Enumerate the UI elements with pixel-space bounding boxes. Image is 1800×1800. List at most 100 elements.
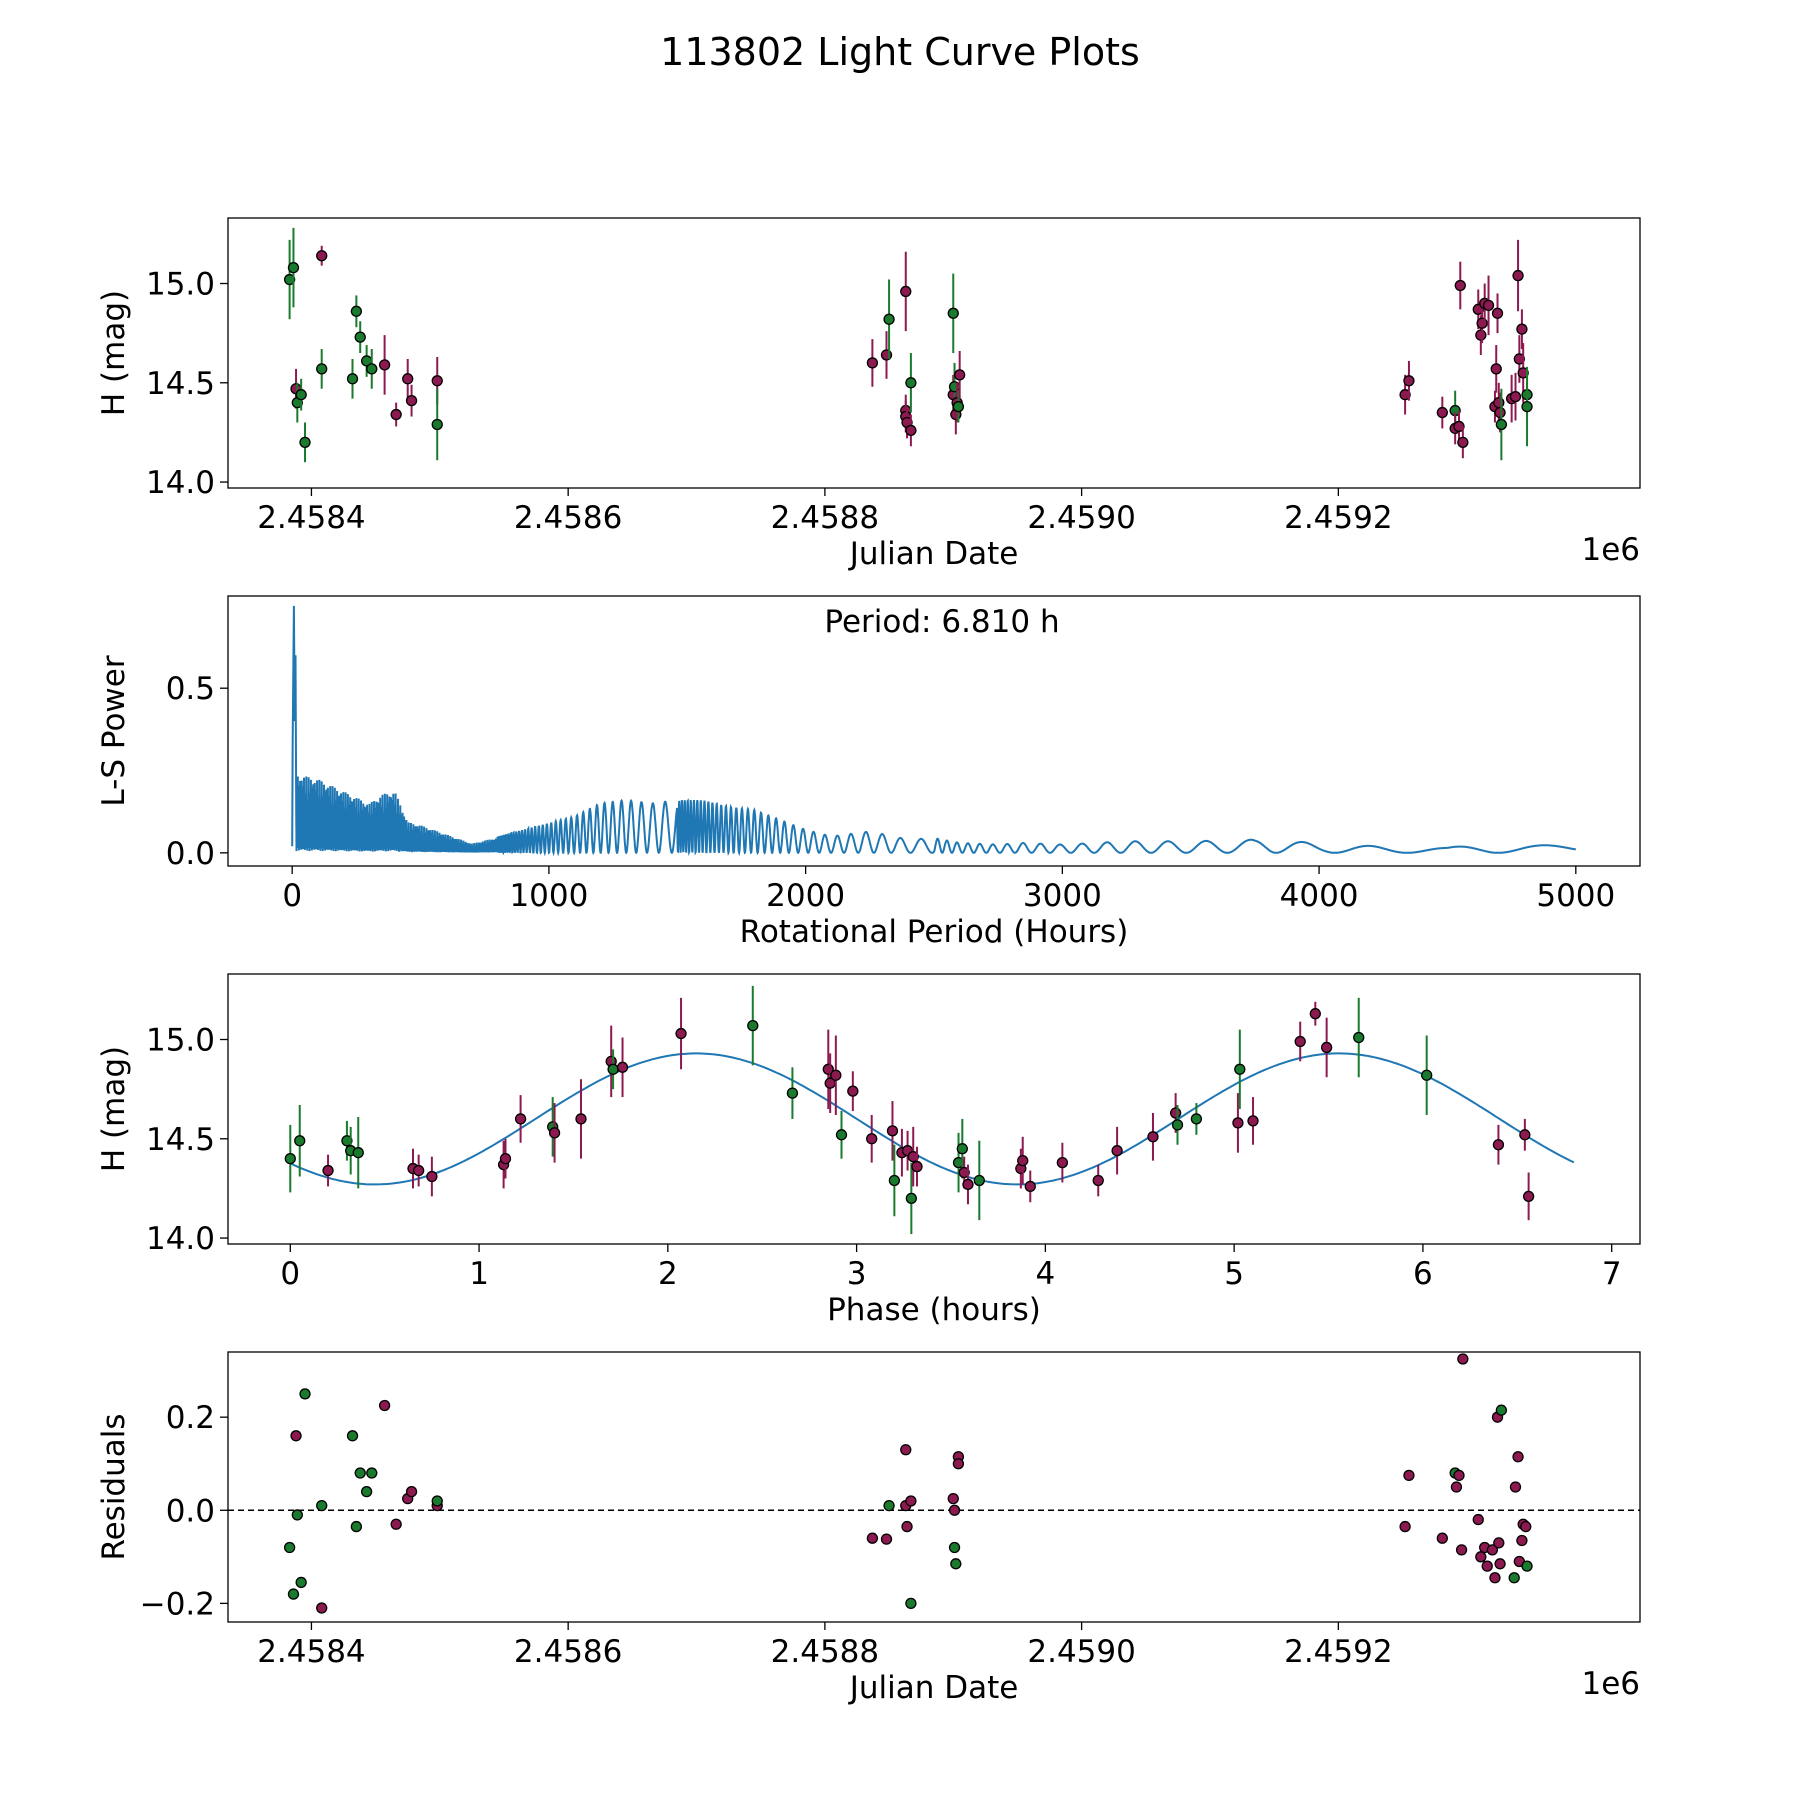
lightcurve-point xyxy=(366,363,378,375)
lightcurve-point xyxy=(1454,279,1466,292)
phased-point xyxy=(284,1152,296,1165)
lightcurve-point xyxy=(1491,307,1504,319)
residuals-point xyxy=(283,1541,296,1554)
lightcurve-point xyxy=(1512,269,1524,282)
residuals-point xyxy=(947,1492,959,1505)
lightcurve-x-offset: 1e6 xyxy=(1581,532,1640,568)
phased-point xyxy=(1232,1117,1244,1129)
residuals-point xyxy=(880,1533,893,1545)
phased-point xyxy=(575,1113,587,1125)
lightcurve-point xyxy=(1457,436,1469,448)
periodogram-line xyxy=(291,605,1577,857)
residuals-point xyxy=(1399,1520,1411,1533)
residuals-point xyxy=(295,1576,307,1589)
phased-panel: 0 1 2 3 4 5 6 7 14.0 14.5 15.0 Phase (hours) H (ma… xyxy=(96,973,1641,1328)
lightcurve-point xyxy=(900,285,912,298)
periodogram-ytick-label: 0.0 xyxy=(166,836,215,872)
lightcurve-point xyxy=(350,305,363,317)
lightcurve-point xyxy=(431,375,443,387)
residuals-point xyxy=(299,1388,311,1400)
phased-point xyxy=(1147,1131,1159,1143)
phased-point xyxy=(786,1087,799,1099)
residuals-point xyxy=(948,1504,961,1516)
lightcurve-panel: 2.4584 2.4586 2.4588 2.4590 2.4592 14.0 14.5 15… xyxy=(96,217,1641,572)
phased-xtick-label: 3 xyxy=(847,1256,867,1292)
lightcurve-point xyxy=(954,369,966,381)
lightcurve-point xyxy=(905,377,917,389)
lightcurve-point xyxy=(1521,400,1533,413)
residuals-xtick-label: 2.4592 xyxy=(1284,1634,1392,1670)
phased-point xyxy=(426,1170,438,1183)
lightcurve-point xyxy=(295,389,307,401)
residuals-x-offset: 1e6 xyxy=(1581,1666,1640,1702)
phased-point xyxy=(1421,1069,1433,1081)
lightcurve-point xyxy=(405,394,418,407)
lightcurve-xtick-label: 2.4590 xyxy=(1027,500,1135,536)
phased-xtick-label: 5 xyxy=(1224,1256,1244,1292)
residuals-points xyxy=(283,1353,1533,1614)
phased-point xyxy=(607,1063,619,1075)
figure-title: 113802 Light Curve Plots xyxy=(660,30,1140,74)
phased-xtick-label: 6 xyxy=(1413,1256,1433,1292)
phased-y-label: H (mag) xyxy=(96,1046,132,1172)
residuals-point xyxy=(901,1520,913,1533)
lightcurve-point xyxy=(1482,299,1495,312)
phased-point xyxy=(1169,1107,1182,1119)
lightcurve-point xyxy=(390,408,402,421)
lightcurve-point xyxy=(283,273,296,286)
phased-point xyxy=(1247,1115,1259,1127)
residuals-x-label: Julian Date xyxy=(848,1670,1019,1706)
lightcurve-frame xyxy=(227,217,1641,489)
residuals-point xyxy=(346,1430,359,1442)
lightcurve-point xyxy=(905,424,917,437)
lightcurve-point xyxy=(1495,418,1508,431)
phased-point xyxy=(866,1133,878,1145)
periodogram-xtick-label: 1000 xyxy=(509,878,588,914)
phased-point xyxy=(294,1135,306,1147)
residuals-point xyxy=(405,1486,418,1498)
phased-point xyxy=(1309,1008,1321,1020)
phased-point xyxy=(1190,1113,1203,1125)
periodogram-frame xyxy=(227,595,1641,867)
residuals-point xyxy=(1509,1481,1522,1493)
residuals-point xyxy=(291,1509,303,1521)
lightcurve-point xyxy=(947,307,959,319)
phased-xtick-label: 2 xyxy=(658,1256,678,1292)
lightcurve-point xyxy=(316,250,328,262)
phased-points xyxy=(284,985,1535,1235)
periodogram-xtick-label: 4000 xyxy=(1280,878,1359,914)
phased-point xyxy=(616,1061,629,1073)
lightcurve-point xyxy=(346,373,359,385)
lightcurve-xtick-label: 2.4588 xyxy=(771,500,879,536)
residuals-point xyxy=(1403,1469,1415,1482)
residuals-point xyxy=(1489,1572,1501,1584)
residuals-point xyxy=(1521,1560,1533,1572)
phased-point xyxy=(322,1164,334,1177)
phased-point xyxy=(1171,1119,1184,1131)
lightcurve-ytick-label: 15.0 xyxy=(146,267,215,303)
phased-point xyxy=(1092,1174,1104,1187)
residuals-panel: 2.4584 2.4586 2.4588 2.4590 2.4592 −0.2 0.0 0.2… xyxy=(96,1351,1641,1706)
lightcurve-point xyxy=(1490,363,1502,375)
phased-point xyxy=(514,1113,527,1125)
phased-model-line xyxy=(289,1052,1575,1186)
phased-xtick-label: 4 xyxy=(1036,1256,1056,1292)
residuals-point xyxy=(1450,1481,1463,1493)
phased-point xyxy=(1492,1139,1505,1151)
phased-point xyxy=(835,1129,848,1141)
phased-point xyxy=(1234,1063,1246,1075)
lightcurve-point xyxy=(287,261,300,274)
phased-point xyxy=(341,1135,353,1147)
residuals-point xyxy=(1481,1560,1493,1572)
phased-point xyxy=(413,1164,425,1177)
phased-point xyxy=(1294,1035,1306,1048)
residuals-point xyxy=(1520,1520,1532,1533)
residuals-point xyxy=(952,1458,965,1470)
lightcurve-xtick-label: 2.4592 xyxy=(1284,500,1392,536)
lightcurve-point xyxy=(1453,420,1465,433)
lightcurve-point xyxy=(1509,391,1522,403)
residuals-point xyxy=(905,1597,917,1610)
lightcurve-point xyxy=(1475,329,1487,341)
residuals-xtick-label: 2.4588 xyxy=(771,1634,879,1670)
